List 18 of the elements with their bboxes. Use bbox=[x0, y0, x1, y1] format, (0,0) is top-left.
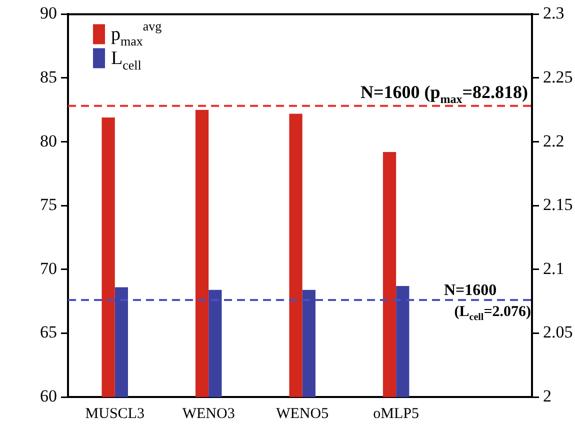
y2-tick-label: 2.3 bbox=[543, 4, 564, 23]
y2-tick-label: 2.1 bbox=[543, 258, 564, 278]
y-tick-label: 60 bbox=[40, 386, 57, 406]
x-tick-label: WENO3 bbox=[182, 406, 235, 422]
y2-tick-label: 2.2 bbox=[543, 131, 564, 150]
y2-tick-label: 2 bbox=[543, 386, 552, 406]
y2-tick-label: 2.15 bbox=[543, 195, 573, 214]
y-tick-label: 90 bbox=[40, 4, 57, 23]
y-tick-label: 85 bbox=[40, 67, 57, 86]
x-tick-label: MUSCL3 bbox=[85, 406, 144, 422]
y-tick-label: 80 bbox=[40, 131, 57, 150]
x-tick-label: WENO5 bbox=[276, 406, 329, 422]
y-tick-label: 70 bbox=[40, 258, 57, 278]
y-tick-label: 75 bbox=[40, 195, 57, 214]
y2-tick-label: 2.05 bbox=[543, 322, 573, 342]
y-tick-label: 65 bbox=[40, 322, 57, 342]
x-tick-label: oMLP5 bbox=[373, 406, 420, 422]
y2-tick-label: 2.25 bbox=[543, 67, 573, 86]
